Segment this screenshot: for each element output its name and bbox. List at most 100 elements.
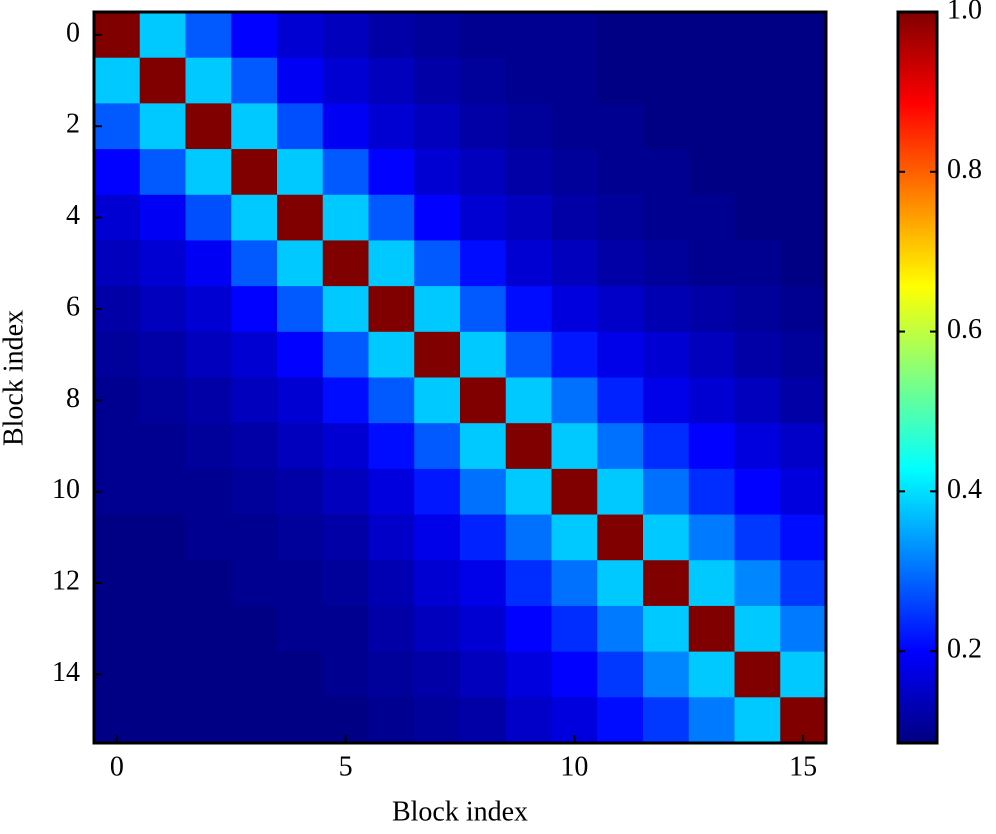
heatmap-cell: [505, 57, 552, 104]
heatmap-cell: [643, 286, 690, 333]
heatmap-cell: [780, 149, 827, 196]
heatmap-cell: [414, 286, 461, 333]
heatmap-cell: [185, 149, 232, 196]
heatmap-cell: [734, 103, 781, 150]
heatmap-cell: [322, 240, 369, 287]
heatmap-cell: [185, 240, 232, 287]
heatmap-cell: [597, 697, 644, 744]
heatmap-cell: [277, 697, 324, 744]
heatmap-cell: [139, 377, 186, 424]
heatmap-cell: [231, 194, 278, 241]
colorbar-tick-label: 0.8: [947, 154, 982, 185]
heatmap-cell: [139, 514, 186, 561]
heatmap-cell: [551, 468, 598, 516]
heatmap-cell: [94, 331, 141, 378]
heatmap-cell: [460, 103, 507, 150]
heatmap-cell: [734, 377, 781, 424]
heatmap-cell: [688, 697, 735, 744]
heatmap-cell: [688, 651, 735, 698]
heatmap-cell: [185, 560, 232, 607]
heatmap-cell: [414, 423, 461, 470]
heatmap-cell: [734, 12, 781, 59]
heatmap-cell: [185, 514, 232, 561]
heatmap-cell: [231, 57, 278, 104]
heatmap-cell: [688, 605, 735, 653]
heatmap-cell: [368, 423, 415, 470]
heatmap-cell: [688, 560, 735, 607]
heatmap-cell: [368, 514, 415, 561]
heatmap-cell: [414, 697, 461, 744]
heatmap-cell: [505, 560, 552, 607]
heatmap-cell: [139, 12, 186, 59]
heatmap-cell: [688, 57, 735, 104]
heatmap-cell: [94, 57, 141, 104]
heatmap-cell: [597, 377, 644, 424]
heatmap-cell: [277, 194, 324, 241]
heatmap-cell: [277, 103, 324, 150]
heatmap-cell: [460, 560, 507, 607]
heatmap-cell: [368, 605, 415, 653]
heatmap-cell: [688, 377, 735, 424]
heatmap-cell: [322, 57, 369, 104]
y-tick-label: 8: [66, 383, 80, 414]
heatmap-cell: [551, 331, 598, 378]
heatmap-cell: [734, 149, 781, 196]
heatmap-cell: [231, 240, 278, 287]
heatmap-cell: [460, 423, 507, 470]
heatmap-cell: [185, 605, 232, 653]
heatmap-cell: [322, 286, 369, 333]
heatmap-cell: [551, 560, 598, 607]
heatmap-cell: [460, 514, 507, 561]
heatmap-cell: [643, 149, 690, 196]
y-tick-label: 12: [52, 566, 80, 597]
heatmap-cell: [231, 286, 278, 333]
heatmap-cell: [277, 149, 324, 196]
heatmap-cell: [94, 423, 141, 470]
heatmap-cell: [688, 103, 735, 150]
heatmap-cell: [688, 331, 735, 378]
heatmap-cell: [597, 605, 644, 653]
heatmap-cell: [322, 468, 369, 516]
heatmap-cell: [185, 468, 232, 516]
heatmap-cell: [460, 651, 507, 698]
heatmap-cell: [139, 605, 186, 653]
heatmap-cell: [94, 514, 141, 561]
heatmap-cell: [277, 651, 324, 698]
heatmap-cell: [322, 560, 369, 607]
heatmap-cell: [688, 514, 735, 561]
heatmap-cell: [688, 423, 735, 470]
heatmap-cell: [368, 377, 415, 424]
heatmap-cell: [460, 377, 507, 424]
heatmap-cell: [322, 651, 369, 698]
heatmap-cell: [551, 240, 598, 287]
heatmap-cell: [368, 240, 415, 287]
heatmap-cell: [643, 194, 690, 241]
heatmap-cell: [277, 514, 324, 561]
heatmap-cell: [734, 514, 781, 561]
heatmap-cell: [643, 651, 690, 698]
heatmap-cell: [139, 57, 186, 104]
heatmap-cell: [505, 651, 552, 698]
heatmap-cell: [597, 286, 644, 333]
heatmap-cell: [231, 468, 278, 516]
heatmap-cell: [551, 103, 598, 150]
heatmap-cell: [94, 605, 141, 653]
heatmap-cell: [231, 560, 278, 607]
x-tick-label: 0: [110, 751, 124, 782]
heatmap-cell: [688, 240, 735, 287]
heatmap-cell: [185, 57, 232, 104]
heatmap-cell: [551, 605, 598, 653]
plot-frame: [92, 10, 828, 745]
heatmap-cell: [734, 194, 781, 241]
heatmap-cell: [688, 286, 735, 333]
heatmap-cell: [414, 514, 461, 561]
heatmap-cell: [505, 605, 552, 653]
heatmap-cell: [734, 240, 781, 287]
heatmap-cell: [688, 12, 735, 59]
heatmap-cell: [414, 194, 461, 241]
heatmap-cell: [780, 423, 827, 470]
heatmap-cell: [185, 194, 232, 241]
heatmap-cell: [505, 377, 552, 424]
heatmap-cell: [551, 12, 598, 59]
y-tick-label: 6: [66, 291, 80, 322]
